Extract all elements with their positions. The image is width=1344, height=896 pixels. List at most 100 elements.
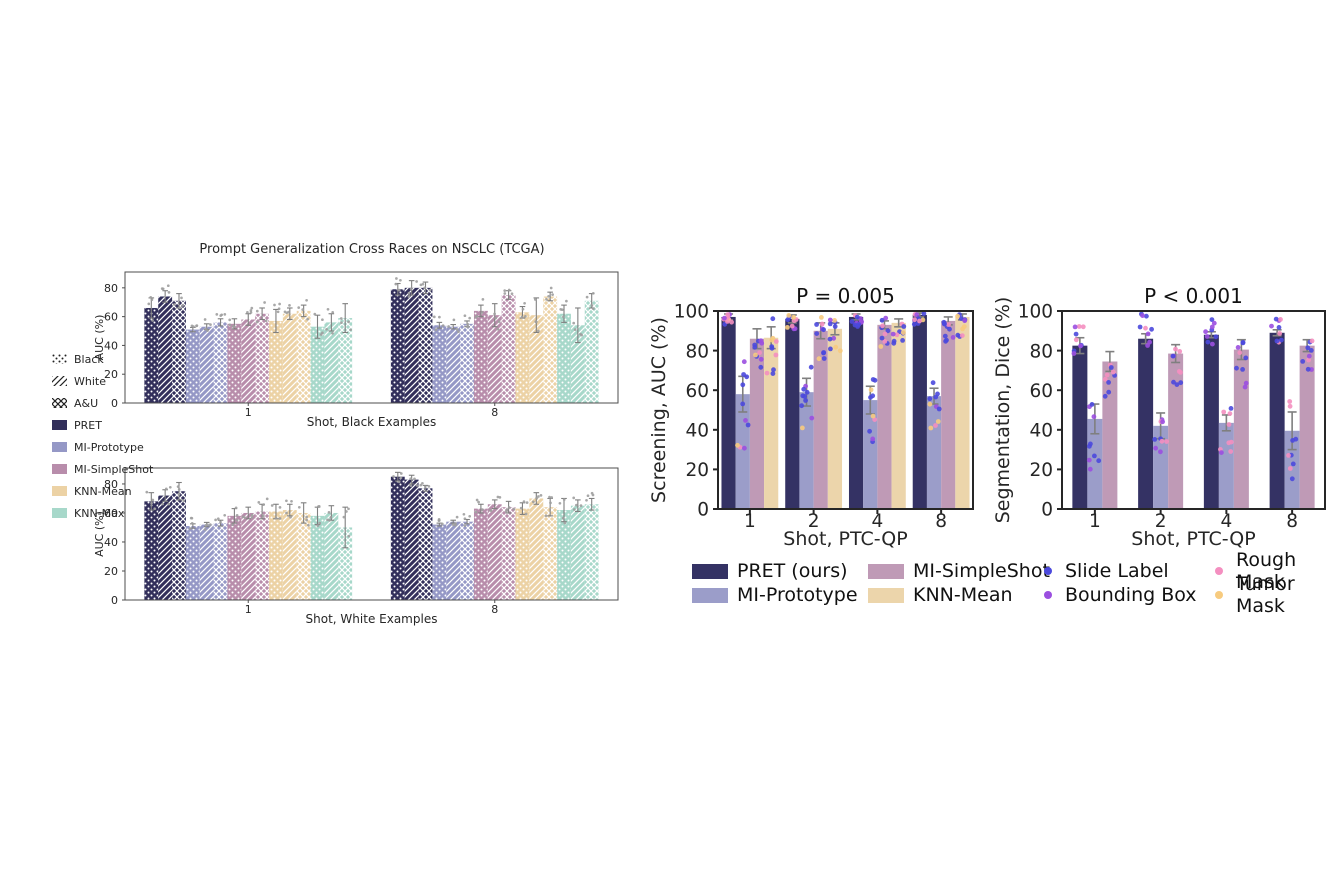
bar-hatch <box>269 320 283 403</box>
scatter-dot <box>1171 379 1176 385</box>
bar-MI-SimpleShot <box>813 330 828 509</box>
scatter-dot <box>397 288 401 292</box>
scatter-dot <box>441 324 445 327</box>
scatter-dot <box>537 329 540 333</box>
scatter-dot <box>278 302 281 306</box>
scatter-dot <box>785 325 790 330</box>
bar-hatch <box>501 507 516 600</box>
color-swatch <box>868 587 904 603</box>
x-tick-label: 4 <box>1220 511 1232 532</box>
bar-MI-Prototype <box>1218 422 1234 509</box>
scatter-dot <box>880 323 885 329</box>
x-axis-label: Shot, White Examples <box>306 612 438 626</box>
scatter-dot <box>1300 359 1306 364</box>
scatter-dot <box>883 315 889 321</box>
y-tick-label: 40 <box>104 339 118 352</box>
scatter-dot <box>339 317 343 320</box>
scatter-dot <box>1219 450 1224 455</box>
scatter-dot <box>962 318 968 324</box>
scatter-dot <box>520 315 524 319</box>
x-tick-label: 8 <box>935 511 947 532</box>
scatter-dot <box>399 476 403 480</box>
bar-hatch <box>241 319 256 403</box>
scatter-dot <box>870 436 876 442</box>
scatter-dot <box>799 403 804 409</box>
scatter-dot <box>894 332 900 338</box>
bar-hatch <box>404 479 419 600</box>
scatter-dot <box>434 328 438 332</box>
bar-hatch <box>172 300 186 403</box>
scatter-dot <box>548 495 551 499</box>
scatter-dot <box>168 485 172 489</box>
scatter-dot <box>882 331 888 337</box>
scatter-dot <box>1278 317 1283 322</box>
scatter-dot <box>773 352 779 358</box>
bars-layer <box>1072 332 1315 509</box>
bar-hatch <box>390 289 405 403</box>
scatter-dots-layer <box>147 277 595 337</box>
x-tick-label: 8 <box>491 406 498 419</box>
y-tick-label: 0 <box>111 397 118 410</box>
y-axis-label: Screening, AUC (%) <box>648 317 670 503</box>
scatter-dot <box>178 306 182 310</box>
bar-hatch <box>584 504 599 600</box>
scatter-dot <box>1072 324 1078 330</box>
scatter-dot <box>819 321 825 327</box>
bar-KNN-Mean <box>764 337 779 509</box>
x-axis-label: Shot, PTC-QP <box>783 528 907 550</box>
scatter-dot <box>1143 325 1148 331</box>
scatter-dot <box>316 524 320 527</box>
scatter-dot <box>466 325 470 329</box>
color-swatch <box>692 563 728 579</box>
scatter-dot <box>1137 324 1143 330</box>
scatter-dot <box>347 534 351 538</box>
legend-item-method-2: MI-SimpleShot <box>52 458 153 480</box>
bar-hatch <box>543 296 558 403</box>
scatter-dot <box>524 512 528 516</box>
scatter-dot <box>1240 367 1245 372</box>
scatter-dot <box>147 302 151 306</box>
legend-item-method-1: MI-Prototype <box>52 436 153 458</box>
scatter-dot <box>1203 329 1208 335</box>
scatter-dot <box>725 319 730 324</box>
legend-item: MI-Prototype <box>692 583 858 607</box>
x-tick-label: 1 <box>245 603 252 616</box>
legend-label: MI-SimpleShot <box>74 462 154 476</box>
scatter-dot <box>1290 438 1295 443</box>
bar-hatch <box>543 507 558 600</box>
scatter-dot <box>1226 422 1232 427</box>
scatter-dot <box>742 445 747 451</box>
scatter-dot <box>305 515 309 519</box>
scatter-dot <box>927 401 933 407</box>
y-tick-label: 60 <box>104 507 118 520</box>
scatter-dots-layer <box>145 472 595 538</box>
scatter-dot <box>1164 439 1169 444</box>
scatter-dot <box>1227 411 1233 416</box>
scatter-dot <box>854 314 860 320</box>
scatter-dot <box>329 515 333 519</box>
scatter-dot <box>917 318 922 324</box>
scatter-dot <box>544 514 548 518</box>
scatter-dot <box>870 393 876 399</box>
scatter-dot <box>180 296 183 300</box>
scatter-dot <box>1176 369 1182 374</box>
x-axis-label: Shot, Black Examples <box>307 415 437 429</box>
plot-border <box>124 467 619 601</box>
bar-hatch <box>570 325 585 403</box>
bar-hatch <box>282 510 297 600</box>
legend-label: MI-SimpleShot <box>913 560 1050 582</box>
color-swatch <box>692 587 728 603</box>
y-tick-label: 20 <box>104 565 118 578</box>
scatter-dot <box>1140 313 1145 318</box>
chart-segmentation: 0 20 40 60 80 100 1 2 4 8 Shot, PTC-QP Segmentation… <box>992 284 1326 550</box>
scatter-dot <box>1159 438 1165 444</box>
scatter-dot <box>878 344 884 349</box>
legend-item: KNN-Mean <box>868 583 1050 607</box>
bar-hatch <box>213 322 228 403</box>
scatter-dot <box>743 418 748 423</box>
plot-border <box>717 310 974 510</box>
bar-MI-Prototype <box>926 396 942 509</box>
scatter-dot <box>190 324 194 328</box>
scatter-dot <box>262 514 265 518</box>
scatter-dot <box>164 487 168 491</box>
